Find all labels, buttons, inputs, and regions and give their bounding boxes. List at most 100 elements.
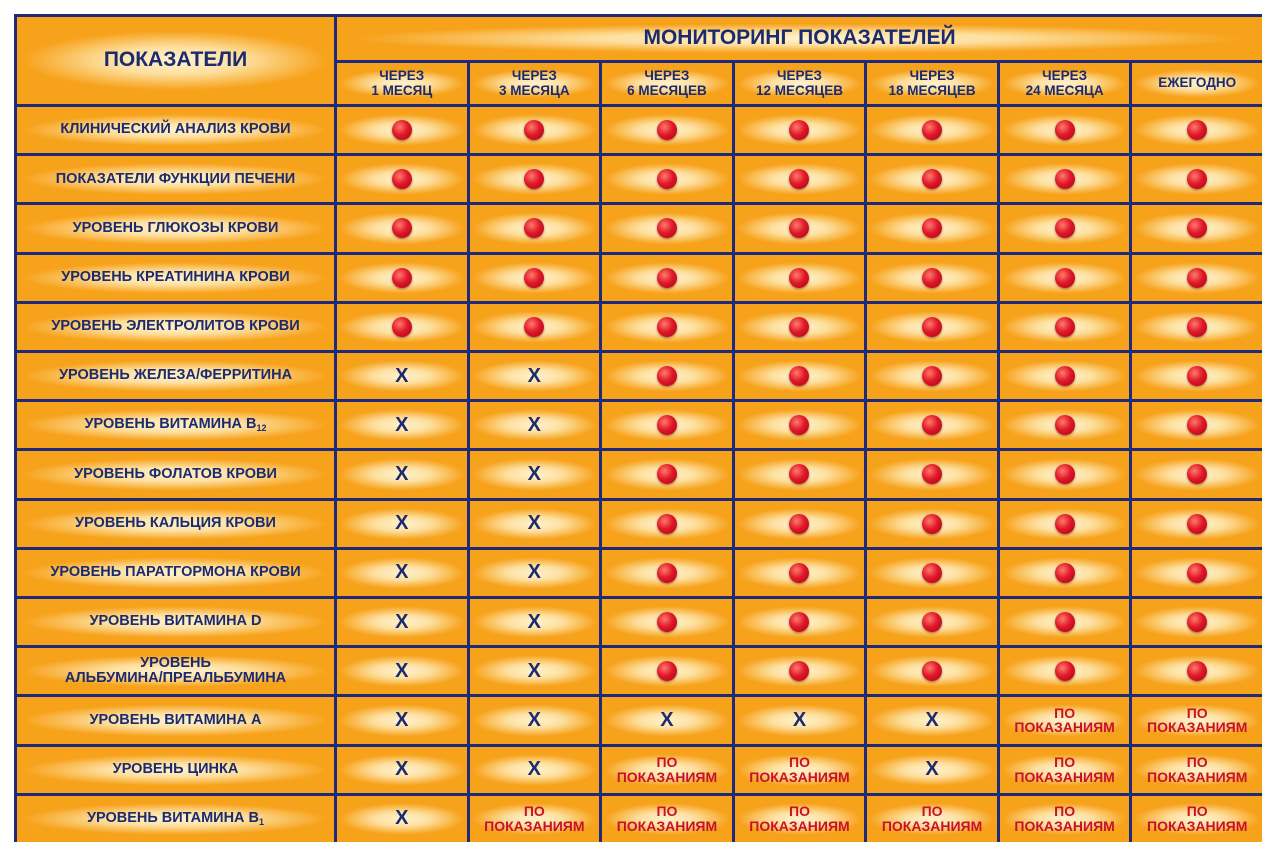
status-cell [999, 549, 1130, 596]
status-cell [867, 402, 997, 449]
status-cell [602, 451, 732, 498]
required-dot [922, 612, 943, 633]
status-cell [337, 156, 467, 203]
column-header-cell: ЧЕРЕЗ 1 МЕСЯЦ [337, 63, 467, 104]
required-dot [391, 218, 412, 239]
status-cell [1132, 156, 1262, 203]
required-dot [1187, 612, 1208, 633]
row-label: УРОВЕНЬ ВИТАМИНА А [89, 711, 262, 728]
status-cell [1132, 303, 1262, 350]
header-title: ПОКАЗАТЕЛИ [103, 48, 248, 72]
not-required-mark: X [395, 659, 409, 682]
status-cell [602, 648, 732, 695]
status-cell [602, 156, 732, 203]
status-cell [469, 303, 600, 350]
required-dot [391, 267, 412, 288]
status-cell [734, 107, 865, 154]
status-cell: X [867, 746, 997, 793]
row-label-cell: УРОВЕНЬ ЦИНКА [17, 746, 334, 793]
required-dot [1054, 218, 1075, 239]
status-cell [1132, 599, 1262, 646]
group-title: МОНИТОРИНГ ПОКАЗАТЕЛЕЙ [643, 26, 956, 50]
status-cell [1132, 549, 1262, 596]
not-required-mark: X [395, 758, 409, 781]
row-label: УРОВЕНЬ ВИТАМИНА В [86, 809, 260, 826]
required-dot [789, 218, 810, 239]
column-header-cell: ЕЖЕГОДНО [1132, 63, 1262, 104]
row-label-cell: УРОВЕНЬ КАЛЬЦИЯ КРОВИ [17, 500, 334, 547]
required-dot [1187, 169, 1208, 190]
required-dot [789, 513, 810, 534]
row-label-cell: УРОВЕНЬ ВИТАМИНА А [17, 697, 334, 744]
status-cell: X [469, 697, 600, 744]
status-cell [337, 303, 467, 350]
required-dot [922, 316, 943, 337]
not-required-mark: X [527, 364, 542, 387]
row-label-cell: УРОВЕНЬ ПАРАТГОРМОНА КРОВИ [17, 549, 334, 596]
status-cell: X [337, 353, 467, 400]
row-label: УРОВЕНЬ ВИТАМИНА В [84, 416, 257, 433]
status-cell [602, 303, 732, 350]
status-cell: X [469, 746, 600, 793]
required-dot [922, 120, 943, 141]
required-dot [1054, 562, 1075, 583]
status-cell [867, 451, 997, 498]
status-cell: X [469, 599, 600, 646]
not-required-mark: X [925, 758, 939, 781]
group-title-cell: МОНИТОРИНГ ПОКАЗАТЕЛЕЙ [337, 17, 1262, 60]
required-dot [1187, 267, 1208, 288]
status-cell [734, 500, 865, 547]
required-dot [1187, 415, 1208, 436]
required-dot [1054, 267, 1075, 288]
required-dot [922, 366, 943, 387]
as-indicated-text: ПО ПОКАЗАНИЯМ [1014, 754, 1115, 785]
status-cell: ПО ПОКАЗАНИЯМ [469, 795, 600, 842]
not-required-mark: X [395, 512, 409, 535]
row-label-wrap: УРОВЕНЬ ЭЛЕКТРОЛИТОВ КРОВИ [51, 319, 299, 334]
row-label-wrap: УРОВЕНЬ КАЛЬЦИЯ КРОВИ [75, 515, 276, 531]
status-cell: X [469, 402, 600, 449]
status-cell [999, 599, 1130, 646]
status-cell [999, 205, 1130, 252]
status-cell [999, 254, 1130, 301]
status-cell [337, 254, 467, 301]
status-cell: ПО ПОКАЗАНИЯМ [1132, 746, 1262, 793]
required-dot [656, 120, 677, 141]
status-cell: X [337, 795, 467, 842]
required-dot [1187, 218, 1208, 239]
row-label-wrap: УРОВЕНЬ ГЛЮКОЗЫ КРОВИ [73, 220, 279, 236]
required-dot [656, 316, 677, 337]
status-cell [867, 353, 997, 400]
required-dot [524, 120, 545, 141]
row-label: УРОВЕНЬ ПАРАТГОРМОНА КРОВИ [50, 564, 301, 581]
required-dot [391, 120, 412, 141]
as-indicated-text: ПО ПОКАЗАНИЯМ [749, 803, 850, 834]
row-label-wrap: УРОВЕНЬ ФОЛАТОВ КРОВИ [74, 466, 277, 482]
status-cell: X [337, 648, 467, 695]
required-dot [524, 218, 545, 239]
required-dot [656, 661, 677, 682]
status-cell [734, 156, 865, 203]
required-dot [789, 464, 810, 485]
status-cell [734, 402, 865, 449]
status-cell: X [469, 353, 600, 400]
row-label-cell: УРОВЕНЬ КРЕАТИНИНА КРОВИ [17, 254, 334, 301]
required-dot [656, 415, 677, 436]
status-cell [602, 353, 732, 400]
column-header-cell: ЧЕРЕЗ 24 МЕСЯЦА [999, 63, 1130, 104]
required-dot [922, 169, 943, 190]
status-cell [1132, 500, 1262, 547]
not-required-mark: X [792, 708, 807, 731]
row-label-wrap: УРОВЕНЬ КРЕАТИНИНА КРОВИ [61, 269, 289, 285]
status-cell [867, 107, 997, 154]
status-cell [867, 254, 997, 301]
row-label: КЛИНИЧЕСКИЙ АНАЛИЗ КРОВИ [60, 121, 291, 138]
required-dot [1187, 562, 1208, 583]
row-label-wrap: УРОВЕНЬ ПАРАТГОРМОНА КРОВИ [50, 565, 300, 580]
status-cell: X [337, 402, 467, 449]
as-indicated-text: ПО ПОКАЗАНИЯМ [1147, 754, 1248, 785]
as-indicated-text: ПО ПОКАЗАНИЯМ [1014, 704, 1115, 736]
column-header: ЧЕРЕЗ 3 МЕСЯЦА [499, 68, 570, 98]
as-indicated-text: ПО ПОКАЗАНИЯМ [616, 754, 718, 785]
